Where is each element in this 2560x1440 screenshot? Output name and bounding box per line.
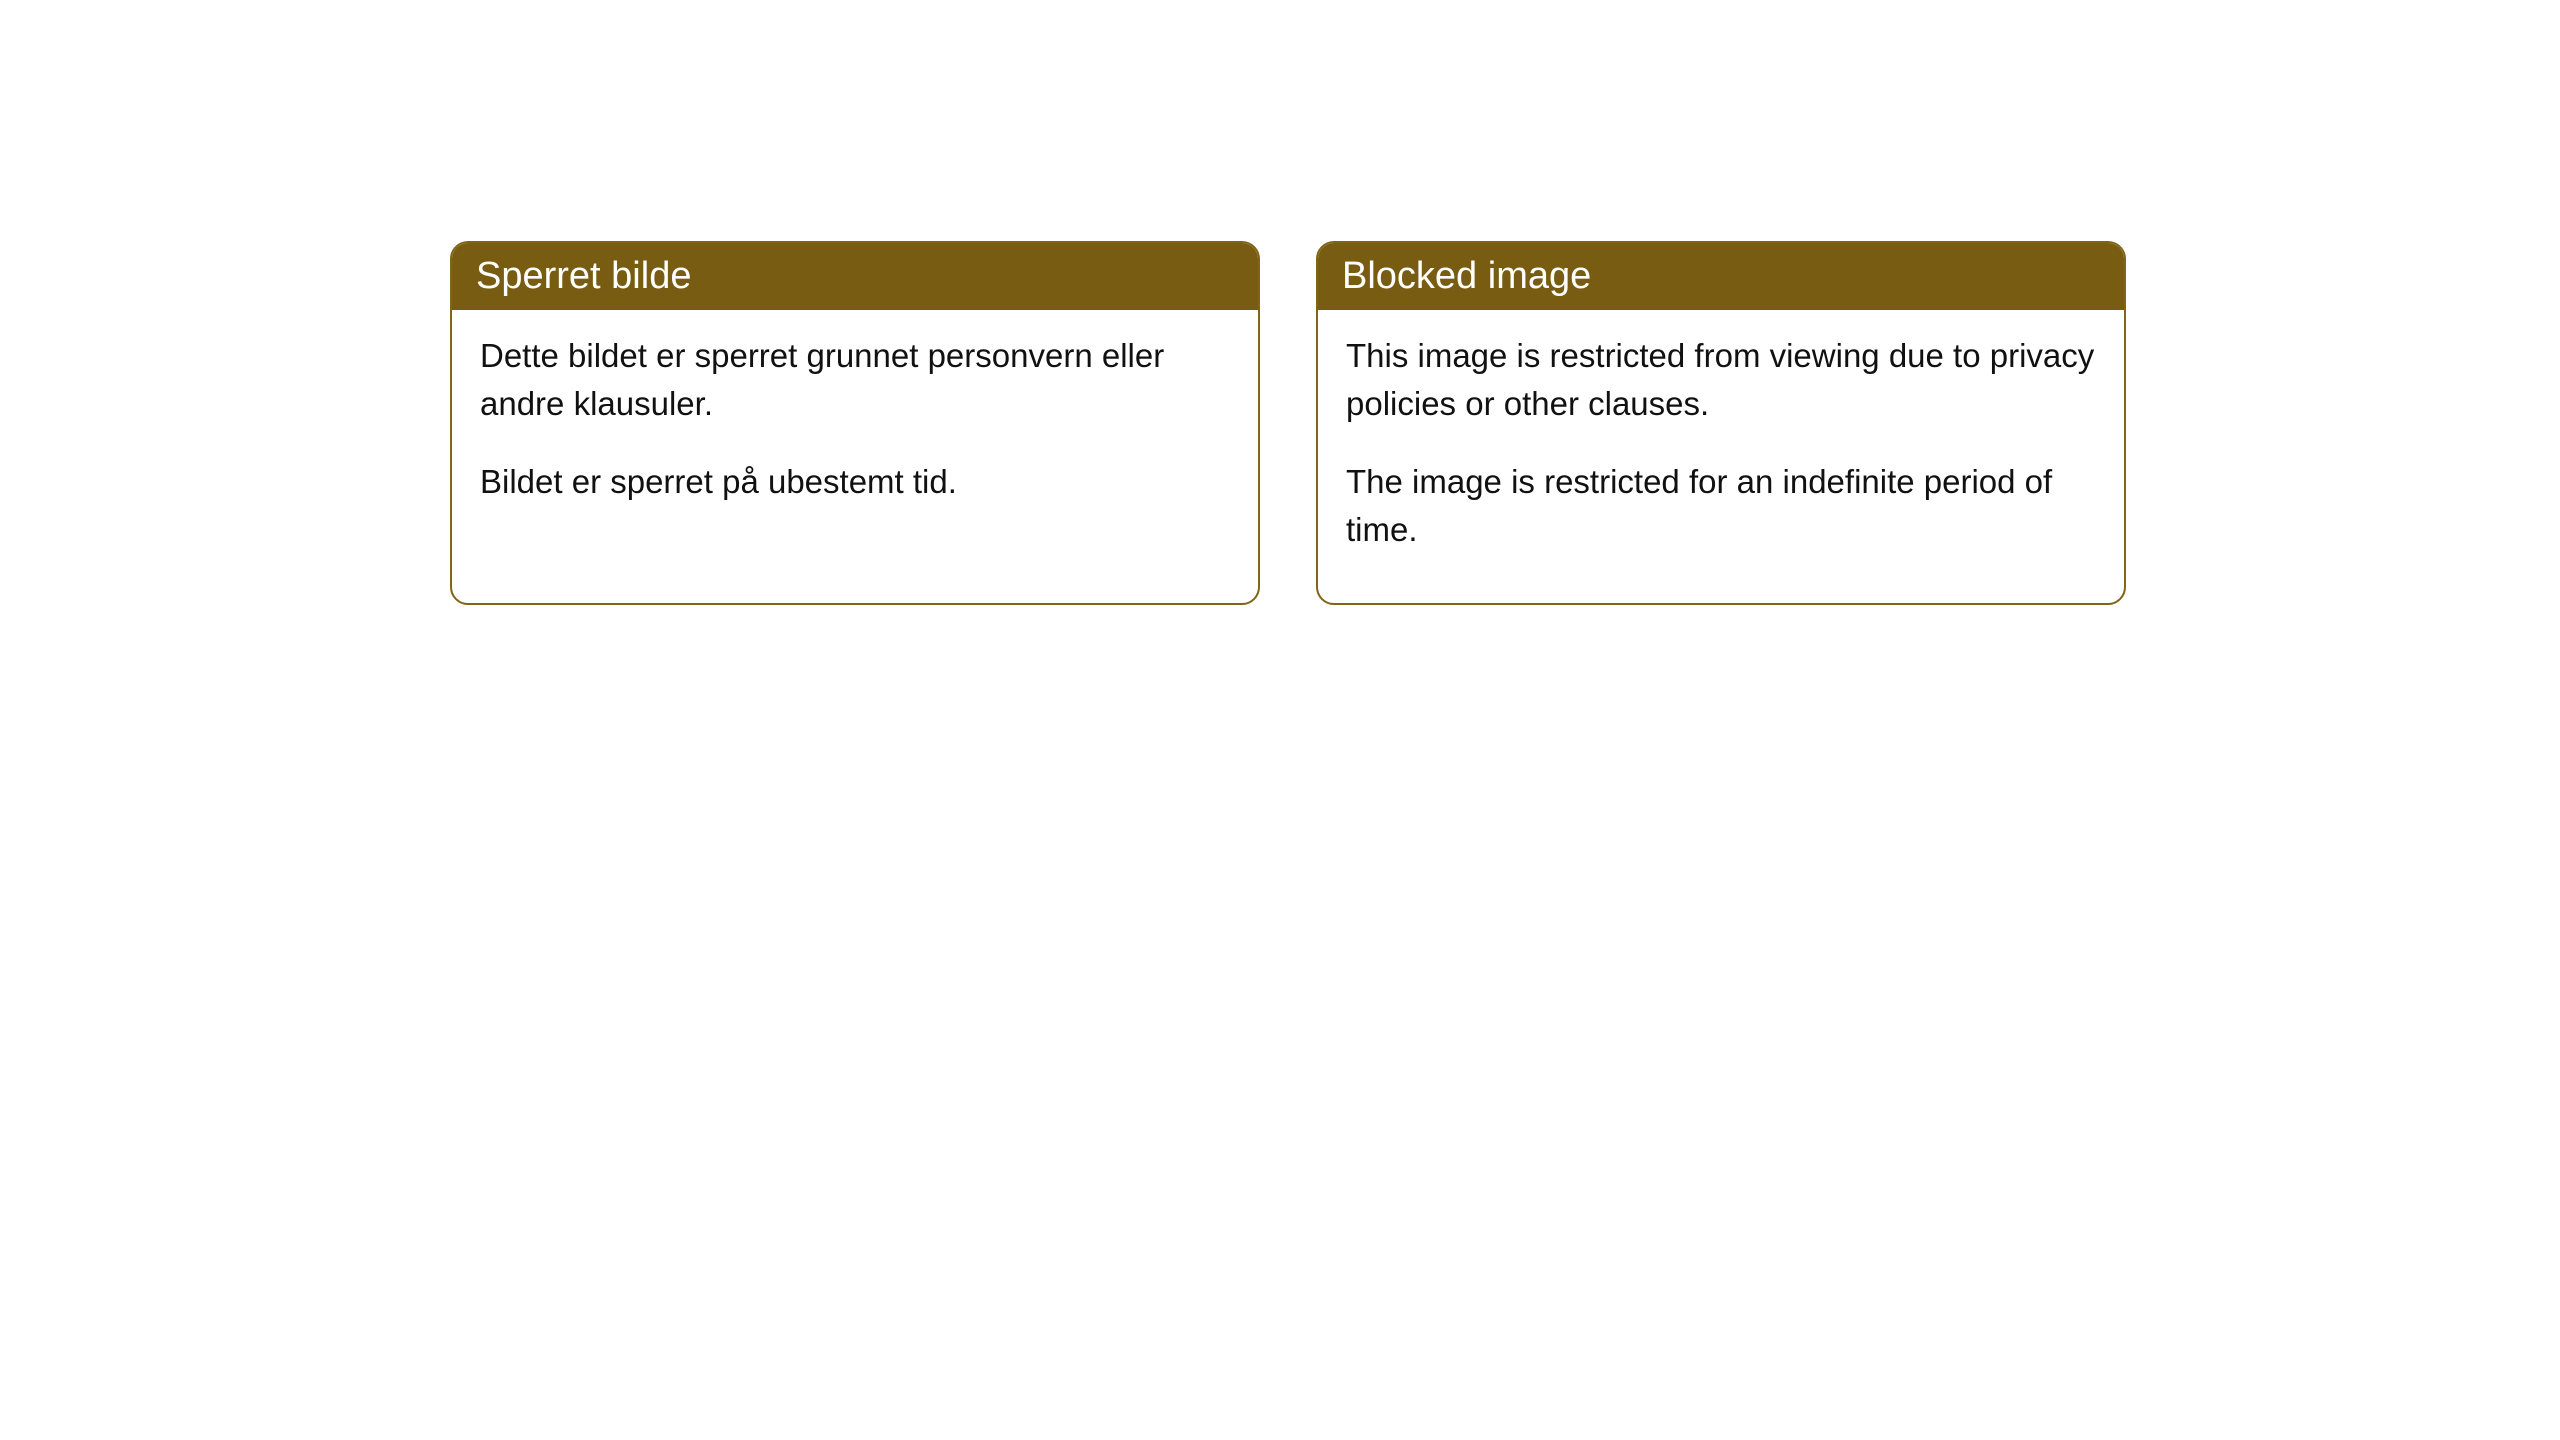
card-norwegian: Sperret bilde Dette bildet er sperret gr… [450,241,1260,605]
cards-container: Sperret bilde Dette bildet er sperret gr… [0,0,2560,605]
card-body-norwegian: Dette bildet er sperret grunnet personve… [452,310,1258,556]
card-paragraph-2: The image is restricted for an indefinit… [1346,458,2096,554]
card-header-english: Blocked image [1318,243,2124,310]
card-header-norwegian: Sperret bilde [452,243,1258,310]
card-english: Blocked image This image is restricted f… [1316,241,2126,605]
card-paragraph-2: Bildet er sperret på ubestemt tid. [480,458,1230,506]
card-paragraph-1: Dette bildet er sperret grunnet personve… [480,332,1230,428]
card-paragraph-1: This image is restricted from viewing du… [1346,332,2096,428]
card-body-english: This image is restricted from viewing du… [1318,310,2124,603]
